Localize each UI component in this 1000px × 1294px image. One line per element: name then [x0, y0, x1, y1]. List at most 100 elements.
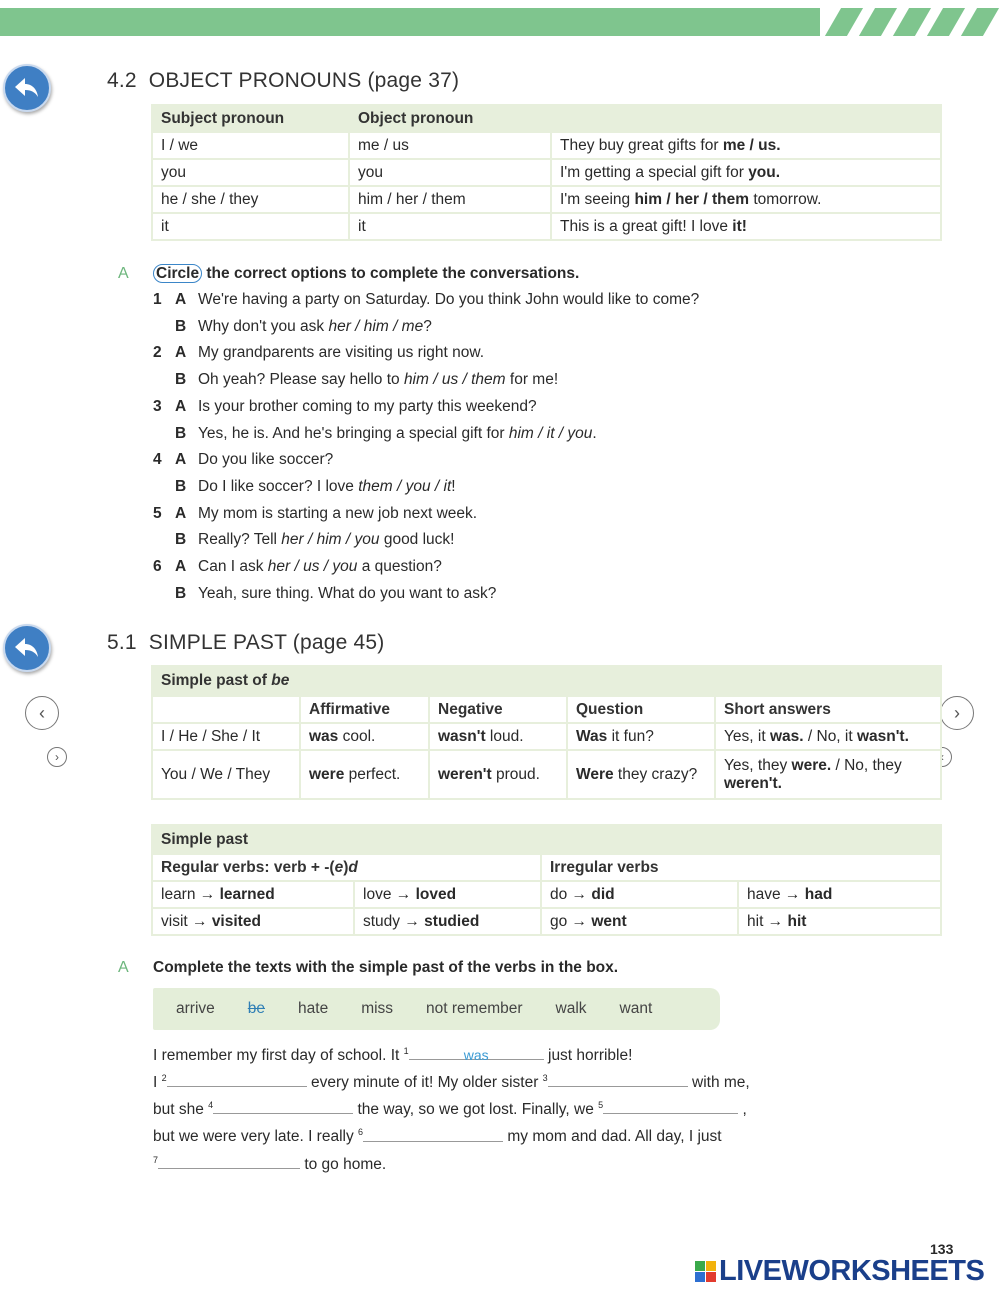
section-heading: OBJECT PRONOUNS (page 37)	[148, 69, 460, 92]
text: but she	[153, 1101, 209, 1119]
verb-cell: love → loved	[355, 882, 540, 907]
text-segment: visited	[211, 912, 261, 930]
table-cell: Yes, they were. / No, they weren't.	[716, 751, 940, 798]
word-option: be	[247, 1000, 266, 1017]
text-segment: proud.	[491, 765, 540, 783]
answer-blank-2[interactable]	[166, 1071, 307, 1088]
blank-number: 6	[358, 1127, 364, 1138]
liveworksheets-logo: LIVEWORKSHEETS	[695, 1255, 985, 1288]
line-text: Oh yeah? Please say hello to him / us / …	[198, 371, 558, 388]
text: the way, so we got lost. Finally, we	[353, 1101, 599, 1119]
answer-blank-5[interactable]	[603, 1098, 739, 1115]
text-segment: )	[343, 858, 349, 876]
blank-number: 7	[153, 1154, 159, 1165]
answer-blank-6[interactable]	[363, 1126, 504, 1142]
table-cell: I / He / She / It	[153, 724, 299, 749]
text-segment: Yes, it	[724, 727, 770, 745]
back-arrow-icon	[15, 638, 38, 657]
prev-button[interactable]: ‹	[25, 696, 59, 730]
exercise-line: 5 A My mom is starting a new job next week…	[153, 505, 477, 523]
text-segment: Were	[576, 765, 614, 783]
object-pronouns-table: Subject pronoun Object pronoun I / we me /…	[151, 104, 942, 241]
line-text: Why don't you ask her / him / me?	[198, 318, 432, 335]
next-small-button[interactable]: ›	[47, 747, 67, 767]
text-segment: good luck!	[379, 531, 455, 549]
text-segment: weren't	[438, 765, 492, 783]
header-stripe	[960, 8, 1000, 36]
regular-verbs-header: Regular verbs: verb + -(e)d	[153, 855, 540, 880]
speaker-label: A	[175, 344, 187, 362]
text-segment: him / it / you	[508, 424, 593, 442]
exercise-line: 6 A Can I ask her / us / you a question?	[153, 558, 442, 576]
text-segment: it!	[732, 217, 747, 235]
column-header: Object pronoun	[350, 106, 550, 131]
line-text: Do you like soccer?	[198, 451, 333, 468]
table-cell: weren't proud.	[430, 751, 566, 798]
verb-cell: go → went	[542, 909, 737, 934]
answer-blank-1[interactable]: was	[408, 1044, 544, 1063]
blank-number: 4	[208, 1100, 214, 1111]
text-segment: it fun?	[607, 727, 654, 745]
section-number: 5.1	[107, 631, 137, 654]
exercise-line: 1 A We're having a party on Saturday. Do y…	[153, 291, 699, 309]
table-row: I / He / She / It was cool. wasn't loud. Wa…	[153, 724, 940, 749]
text-segment: .	[592, 424, 597, 442]
text-segment: e	[334, 858, 344, 876]
text-segment: Was	[576, 727, 608, 745]
answer-blank-7[interactable]	[158, 1153, 301, 1169]
text-segment: We're having a party on Saturday. Do you…	[198, 291, 700, 308]
text-segment: loud.	[485, 727, 524, 745]
text-segment: were	[309, 765, 345, 783]
text-segment: Do I like soccer? I love	[198, 477, 359, 495]
text-segment: studied	[424, 912, 480, 930]
item-number: 5	[153, 504, 162, 522]
verb-cell: study → studied	[355, 909, 540, 934]
section-title: 5.1 SIMPLE PAST (page 45)	[107, 631, 385, 655]
table-cell: was cool.	[301, 724, 428, 749]
text-segment: I / He / She / It	[161, 727, 261, 745]
answer-blank-4[interactable]	[213, 1098, 354, 1115]
verb-cell: learn → learned	[153, 882, 353, 907]
header-band	[0, 8, 820, 36]
text-segment: you.	[748, 163, 781, 181]
line-text: We're having a party on Saturday. Do you…	[198, 291, 699, 308]
text-segment: I'm seeing	[560, 190, 635, 208]
item-number: 4	[153, 451, 162, 469]
text: my mom and dad. All day, I just	[503, 1128, 722, 1146]
exercise-line: B Why don't you ask her / him / me?	[153, 318, 432, 336]
verb-cell: visit → visited	[153, 909, 353, 934]
line-text: My mom is starting a new job next week.	[198, 505, 477, 522]
exercise-instruction: Complete the texts with the simple past …	[153, 959, 619, 976]
text-segment: learn →	[161, 885, 220, 903]
header-stripe	[824, 8, 864, 36]
back-button[interactable]	[3, 64, 51, 112]
back-button[interactable]	[3, 624, 51, 672]
section-heading: SIMPLE PAST (page 45)	[148, 631, 385, 654]
text-segment: her / us / you	[267, 558, 358, 575]
chevron-left-icon: ‹	[39, 702, 45, 723]
word-option: miss	[361, 1000, 394, 1017]
text-segment: visit →	[161, 912, 212, 930]
speaker-label: A	[175, 397, 187, 415]
speaker-label: A	[175, 504, 187, 522]
text: I	[153, 1074, 162, 1092]
answer-blank-3[interactable]	[547, 1071, 688, 1088]
word-option: arrive	[176, 1000, 215, 1017]
text-segment: / No, they	[831, 756, 902, 774]
section-title: 4.2 OBJECT PRONOUNS (page 37)	[107, 69, 459, 93]
text: to go home.	[300, 1155, 387, 1173]
table-row: I / we me / us They buy great gifts for me…	[153, 133, 940, 158]
next-button[interactable]: ›	[940, 696, 974, 730]
column-header: Negative	[430, 697, 566, 722]
text-segment: Simple past of	[161, 672, 272, 689]
text: just horrible!	[543, 1047, 633, 1065]
header-stripe	[858, 8, 898, 36]
table-cell: me / us	[350, 133, 550, 158]
text: with me,	[687, 1074, 750, 1092]
table-cell: Yes, it was. / No, it wasn't.	[716, 724, 940, 749]
item-number: 6	[153, 558, 162, 575]
text-segment: him / her / them	[634, 190, 750, 208]
back-arrow-icon	[15, 78, 38, 97]
exercise-line: 4 A Do you like soccer?	[153, 451, 333, 469]
text-segment: her / him / you	[281, 531, 380, 549]
